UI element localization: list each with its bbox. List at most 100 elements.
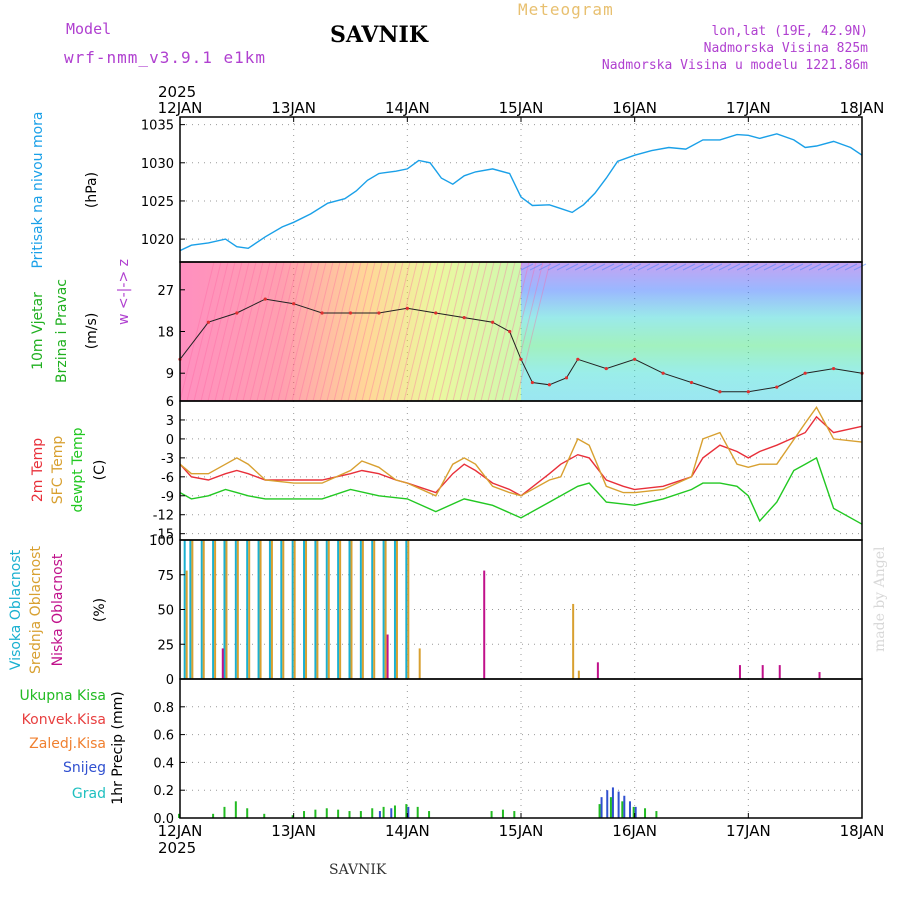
- cloud-bar: [386, 634, 389, 679]
- wind-barb-hatch: [473, 261, 509, 402]
- precip-frame: [179, 678, 863, 819]
- cloud-bar: [778, 665, 781, 679]
- precip-bar: [628, 801, 631, 818]
- x-tick-label-bottom: 16JAN: [612, 822, 657, 840]
- precip-bar: [178, 813, 180, 818]
- wind-speed-point: [661, 371, 665, 375]
- wind-barb-hatch: [459, 261, 495, 402]
- pressure-y-tick-label: 1025: [141, 195, 174, 210]
- wind-barb-hatch: [700, 263, 714, 271]
- cloud-bar: [291, 540, 294, 679]
- cloud-unit-label: (%): [92, 598, 108, 622]
- temperature-y-tick-label: 3: [166, 414, 174, 429]
- cloud-bar: [189, 540, 192, 679]
- precip-bar: [382, 806, 385, 818]
- pressure-y-tick-label: 1030: [141, 157, 174, 172]
- wind-barb-hatch: [520, 263, 534, 271]
- wind-y-tick-label: 27: [157, 284, 174, 299]
- wind-barb-hatch: [319, 261, 355, 402]
- cloud-bar: [212, 540, 215, 679]
- wind-speed-point: [348, 311, 353, 315]
- precip-legend-item: Grad: [72, 786, 106, 802]
- meteogram-title: Meteogram: [518, 0, 614, 19]
- precip-bar: [325, 808, 328, 818]
- wind-barb-hatch: [193, 261, 229, 402]
- precip-bar: [348, 811, 351, 818]
- precip-bar: [621, 801, 624, 818]
- precip-bar: [623, 795, 626, 818]
- wind-barb-hatch: [529, 263, 543, 271]
- cloud-bar: [818, 672, 821, 679]
- cloud-y-tick-label: 50: [157, 604, 174, 619]
- wind-barb-hatch: [817, 263, 831, 271]
- wind-barb-hatch: [574, 263, 588, 271]
- wind-barb-hatch: [382, 261, 418, 402]
- cloud-bar: [314, 540, 317, 679]
- wind-speed-point: [508, 329, 512, 334]
- cloud-bar: [246, 540, 249, 679]
- cloud-bar: [248, 540, 251, 679]
- cloud-bar: [348, 540, 351, 679]
- wind-barb-hatch: [403, 261, 439, 402]
- wind-barb-hatch: [835, 263, 849, 271]
- cloud-bar: [214, 540, 217, 679]
- precip-bar: [644, 808, 647, 818]
- cloud-bar: [325, 540, 328, 679]
- wind-barb-hatch: [452, 261, 488, 402]
- cloud-bar: [395, 540, 398, 679]
- precip-bar: [263, 813, 266, 818]
- precip-y-tick-label: 0.8: [153, 701, 174, 716]
- precip-bar: [501, 809, 504, 818]
- cloud-bar: [303, 540, 306, 679]
- precip-bar: [634, 806, 637, 818]
- wind-barb-hatch: [424, 261, 460, 402]
- cloud-bar: [221, 648, 224, 679]
- wind-barb-hatch: [249, 261, 285, 402]
- precip-bar: [617, 791, 620, 818]
- precip-legend-item: Zaledj.Kisa: [29, 736, 106, 752]
- x-tick-label-bottom: 17JAN: [726, 822, 771, 840]
- precip-bar: [246, 808, 249, 818]
- wind-barb-hatch: [628, 263, 642, 271]
- cloud-bar: [373, 540, 376, 679]
- temperature-y-tick-label: -12: [153, 509, 174, 524]
- wind-barb-hatch: [228, 261, 264, 402]
- cloud-bar: [185, 570, 188, 679]
- x-tick-label-bottom: 15JAN: [499, 822, 544, 840]
- wind-axis-title-2: Brzina i Pravac: [54, 279, 70, 383]
- wind-barb-hatch: [368, 261, 404, 402]
- wind-barb-hatch: [354, 261, 390, 402]
- wind-speed-point: [320, 311, 324, 315]
- wind-speed-point: [206, 320, 211, 324]
- wind-barb-hatch: [361, 261, 397, 402]
- cloud-bar: [405, 540, 408, 679]
- cloud-bar: [761, 665, 764, 679]
- wind-barb-hatch: [242, 261, 278, 402]
- wind-barb-hatch: [207, 261, 243, 402]
- temperature-line-temp2m: [179, 415, 863, 497]
- wind-barb-hatch: [853, 263, 867, 271]
- cloud-high-label: Visoka Oblacnost: [8, 549, 24, 670]
- cloud-mid-label: Srednja Oblacnost: [28, 546, 44, 674]
- cloud-bar: [280, 540, 283, 679]
- cloud-y-tick-label: 25: [157, 638, 174, 653]
- precip-bar: [303, 811, 306, 818]
- cloud-bar: [350, 540, 353, 679]
- wind-speed-point: [377, 311, 381, 315]
- wind-barb-hatch: [745, 263, 759, 271]
- elevation-text: Nadmorska Visina 825m: [703, 41, 868, 56]
- precip-bar: [390, 808, 393, 818]
- temperature-y-tick-label: 6: [166, 395, 174, 410]
- footer-station: SAVNIK: [329, 862, 387, 878]
- cloud-bar: [361, 540, 364, 679]
- wind-barb-hatch: [556, 263, 570, 271]
- cloud-bar: [234, 540, 237, 679]
- wind-barb-hatch: [410, 261, 446, 402]
- cloud-bar: [393, 540, 396, 679]
- precip-bar: [337, 809, 340, 818]
- wind-barb-hatch: [375, 261, 411, 402]
- cloud-bar: [223, 540, 226, 679]
- precip-bar: [606, 790, 609, 818]
- temp-dewpt-label: dewpt Temp: [70, 427, 86, 512]
- wind-barb-hatch: [438, 261, 474, 402]
